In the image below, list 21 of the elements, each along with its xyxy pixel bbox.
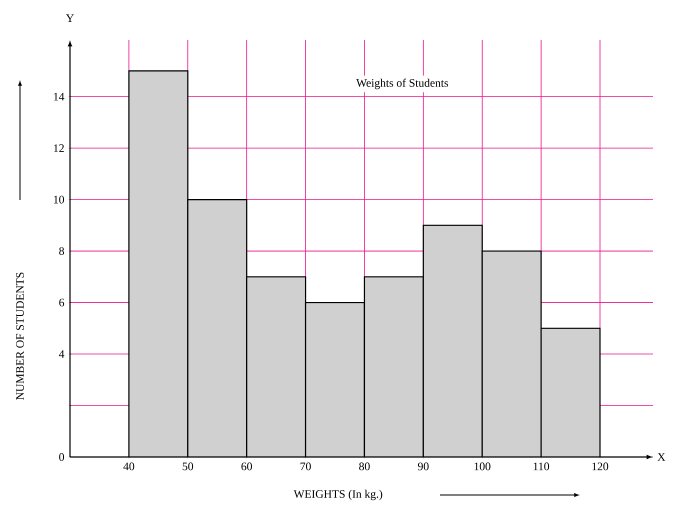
x-tick-label: 120 [592,462,608,470]
y-tick-label: 14 [54,92,64,100]
x-tick-label: 90 [418,462,429,470]
x-tick-label: 70 [300,462,311,470]
x-tick-label: 100 [474,462,490,470]
y-tick-label: 0 [59,453,64,461]
x-tick-label: 50 [182,462,194,470]
text: Y [66,14,74,22]
y-tick-label: 6 [59,298,64,306]
x-axis-title: WEIGHTS (In kg.) [294,490,382,500]
y-tick-label: 10 [54,196,64,204]
text: Weights of Students [356,78,448,90]
y-tick-label: 12 [54,144,64,152]
x-tick-label: 110 [534,462,550,470]
x-tick-label: 40 [123,462,134,470]
x-tick-label: 80 [359,462,370,470]
x-tick-label: 60 [241,462,252,470]
y-tick-label: 4 [58,350,64,358]
y-tick-label: 8 [59,247,64,255]
text: X [657,453,666,461]
y-axis-title: NUMBER OF STUDENTS [16,272,24,400]
